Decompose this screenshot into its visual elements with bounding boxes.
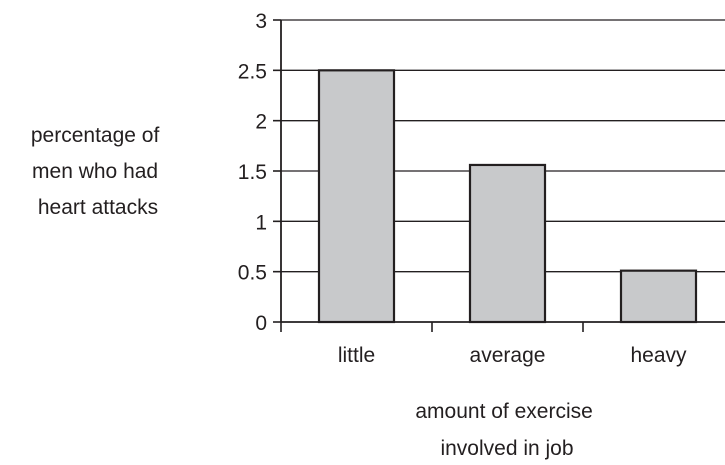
y-axis-label: percentage of men who had heart attacks bbox=[31, 124, 165, 219]
y-tick-label: 3 bbox=[255, 10, 267, 33]
bar-little bbox=[319, 70, 394, 322]
x-ticks bbox=[281, 322, 583, 332]
category-label-little: little bbox=[338, 344, 375, 367]
y-axis-label-line-1: percentage of bbox=[31, 124, 160, 147]
category-labels: little average heavy bbox=[338, 344, 687, 367]
y-tick-label: 0 bbox=[255, 312, 267, 335]
y-tick-label: 1 bbox=[255, 211, 267, 234]
category-label-heavy: heavy bbox=[630, 344, 687, 367]
y-tick-label: 2 bbox=[255, 111, 267, 134]
x-axis-label: amount of exercise involved in job bbox=[415, 400, 598, 460]
bars bbox=[319, 70, 696, 322]
bar-average bbox=[470, 165, 545, 322]
y-tick-label: 1.5 bbox=[238, 161, 267, 184]
y-tick-label: 0.5 bbox=[238, 262, 267, 285]
y-ticks: 0 0.5 1 1.5 2 2.5 3 bbox=[238, 10, 281, 335]
x-axis-label-line-2: involved in job bbox=[440, 437, 573, 460]
y-axis-label-line-2: men who had bbox=[32, 160, 158, 183]
category-label-average: average bbox=[470, 344, 546, 367]
bar-heavy bbox=[621, 271, 696, 322]
y-axis-label-line-3: heart attacks bbox=[38, 196, 158, 219]
x-axis-label-line-1: amount of exercise bbox=[415, 400, 592, 423]
y-tick-label: 2.5 bbox=[238, 60, 267, 83]
